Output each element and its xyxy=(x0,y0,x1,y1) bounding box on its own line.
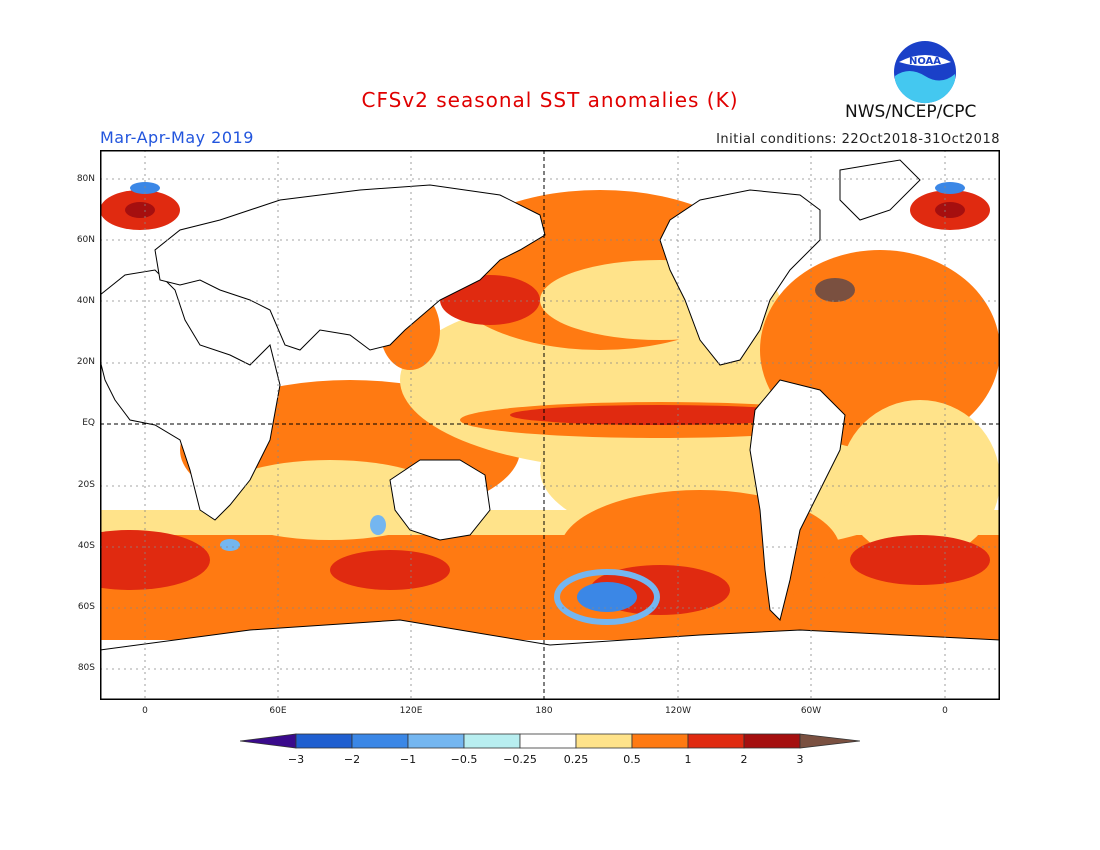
colorbar-box-4 xyxy=(463,733,521,749)
australia xyxy=(389,459,491,541)
colorbar-label: 3 xyxy=(796,753,804,766)
eurasia xyxy=(154,184,546,351)
colorbar-label: −0.5 xyxy=(450,753,478,766)
colorbar-label: 0.25 xyxy=(563,753,589,766)
lat-label-40s: 40S xyxy=(77,541,95,551)
colorbar-label: −2 xyxy=(343,753,361,766)
lon-label-60w: 60W xyxy=(800,706,822,716)
colorbar-box-5 xyxy=(519,733,577,749)
lon-label-180: 180 xyxy=(535,706,553,716)
lat-label-60s: 60S xyxy=(77,602,95,612)
colorbar-box-2 xyxy=(351,733,409,749)
map-frame xyxy=(100,150,1000,700)
colorbar-max-arrow xyxy=(799,733,860,749)
colorbar-label: 1 xyxy=(684,753,692,766)
south-pacific-cold-anomaly xyxy=(577,582,637,612)
colorbar-label: 0.5 xyxy=(623,753,641,766)
colorbar-box-9 xyxy=(743,733,801,749)
colorbar-label: −3 xyxy=(287,753,305,766)
initial-conditions-label: Initial conditions: 22Oct2018-31Oct2018 xyxy=(716,132,1000,147)
lon-label-0-east: 0 xyxy=(942,706,948,716)
colorbar-box-3 xyxy=(407,733,465,749)
colorbar-box-8 xyxy=(687,733,745,749)
colorbar-box-7 xyxy=(631,733,689,749)
graticule xyxy=(100,150,1000,700)
lat-label-20s: 20S xyxy=(77,480,95,490)
colorbar-label: −1 xyxy=(399,753,417,766)
chart-title: CFSv2 seasonal SST anomalies (K) xyxy=(361,88,739,112)
season-label: Mar-Apr-May 2019 xyxy=(100,128,254,147)
colorbar xyxy=(240,733,860,749)
colorbar-label: −0.25 xyxy=(503,753,537,766)
logo-text: NOAA xyxy=(909,56,941,67)
lon-label-60e: 60E xyxy=(269,706,287,716)
lon-label-120e: 120E xyxy=(399,706,423,716)
lon-label-120w: 120W xyxy=(664,706,692,716)
lat-label-20n: 20N xyxy=(76,357,95,367)
greenland xyxy=(839,159,921,221)
south-america xyxy=(749,379,846,621)
lat-label-80s: 80S xyxy=(77,663,95,673)
colorbar-label: 2 xyxy=(740,753,748,766)
southern-ocean-band xyxy=(100,530,1000,640)
colorbar-box-6 xyxy=(575,733,633,749)
lat-label-eq: EQ xyxy=(82,418,95,428)
lat-label-60n: 60N xyxy=(76,235,95,245)
north-america xyxy=(659,189,821,366)
south-atlantic-warm xyxy=(840,400,1000,560)
lon-label-0-west: 0 xyxy=(142,706,148,716)
noaa-logo: NOAA xyxy=(894,41,956,104)
continents xyxy=(100,159,1000,700)
agency-label: NWS/NCEP/CPC xyxy=(845,102,977,122)
lat-label-80n: 80N xyxy=(76,174,95,184)
colorbar-box-1 xyxy=(295,733,353,749)
antarctica xyxy=(100,619,1000,700)
lat-label-40n: 40N xyxy=(76,296,95,306)
sst-anomaly-map xyxy=(100,150,1000,700)
africa xyxy=(100,269,281,521)
colorbar-min-arrow xyxy=(240,733,297,749)
